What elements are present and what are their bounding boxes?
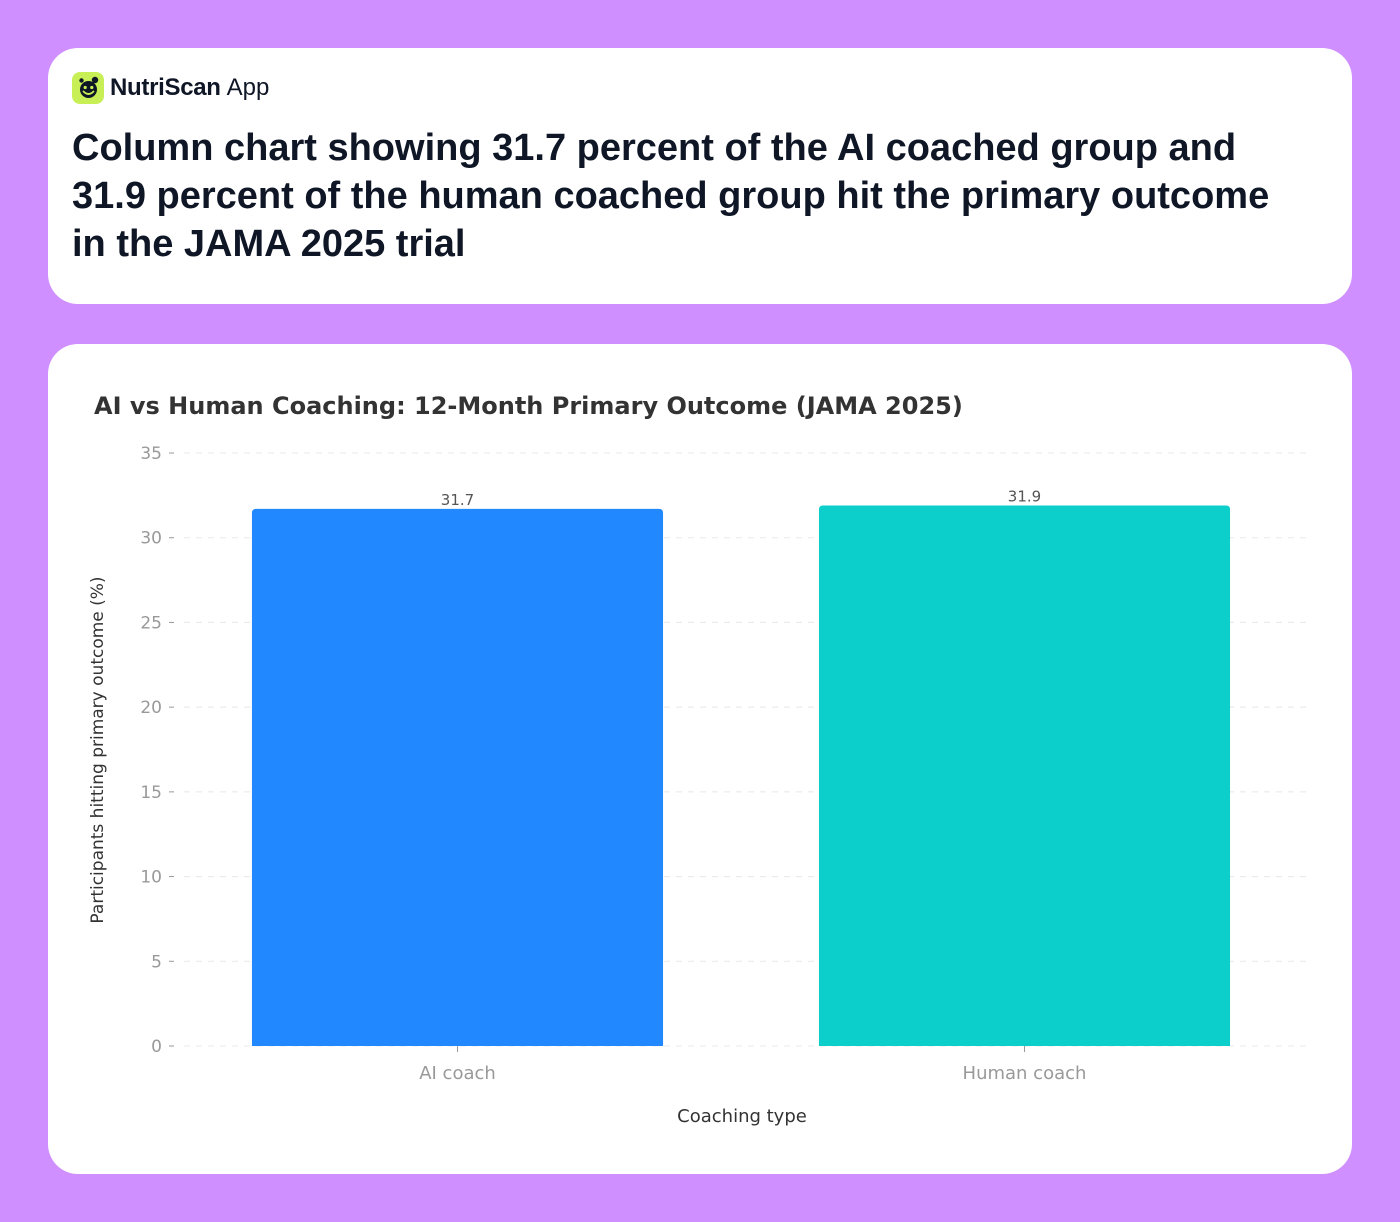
x-axis-ticks: AI coach Human coach	[419, 1046, 1086, 1084]
brand-name: NutriScan	[110, 74, 221, 101]
y-tick-label: 20	[140, 698, 162, 718]
bar-chart: AI vs Human Coaching: 12-Month Primary O…	[88, 392, 1308, 1127]
y-tick-label: 0	[151, 1037, 162, 1057]
brand: NutriScan App	[72, 72, 269, 104]
value-labels: 31.7 31.9	[441, 488, 1041, 509]
bars	[251, 505, 1231, 1047]
bar-value-label: 31.9	[1008, 488, 1041, 506]
y-tick-label: 10	[140, 868, 162, 888]
y-tick-label: 35	[140, 444, 162, 464]
header-card: NutriScan App Column chart showing 31.7 …	[48, 48, 1352, 304]
y-tick-label: 30	[140, 529, 162, 549]
x-axis-label: Coaching type	[677, 1106, 807, 1127]
x-tick-label: AI coach	[419, 1063, 496, 1084]
y-axis-label: Participants hitting primary outcome (%)	[88, 576, 108, 923]
chart-title: AI vs Human Coaching: 12-Month Primary O…	[94, 392, 963, 420]
headline: Column chart showing 31.7 percent of the…	[72, 127, 1270, 265]
bar-human-coach	[818, 505, 1231, 1047]
y-axis-ticks: 0 5 10 15 20 25 30 35	[140, 444, 174, 1057]
y-tick-label: 5	[151, 952, 162, 972]
bar-value-label: 31.7	[441, 491, 474, 509]
chart-card: AI vs Human Coaching: 12-Month Primary O…	[48, 344, 1352, 1174]
bar-ai-coach	[251, 508, 664, 1046]
y-tick-label: 15	[140, 783, 162, 803]
x-tick-label: Human coach	[963, 1063, 1087, 1084]
y-tick-label: 25	[140, 613, 162, 633]
brand-suffix: App	[226, 74, 270, 101]
smiley-leaf-icon	[72, 72, 104, 104]
